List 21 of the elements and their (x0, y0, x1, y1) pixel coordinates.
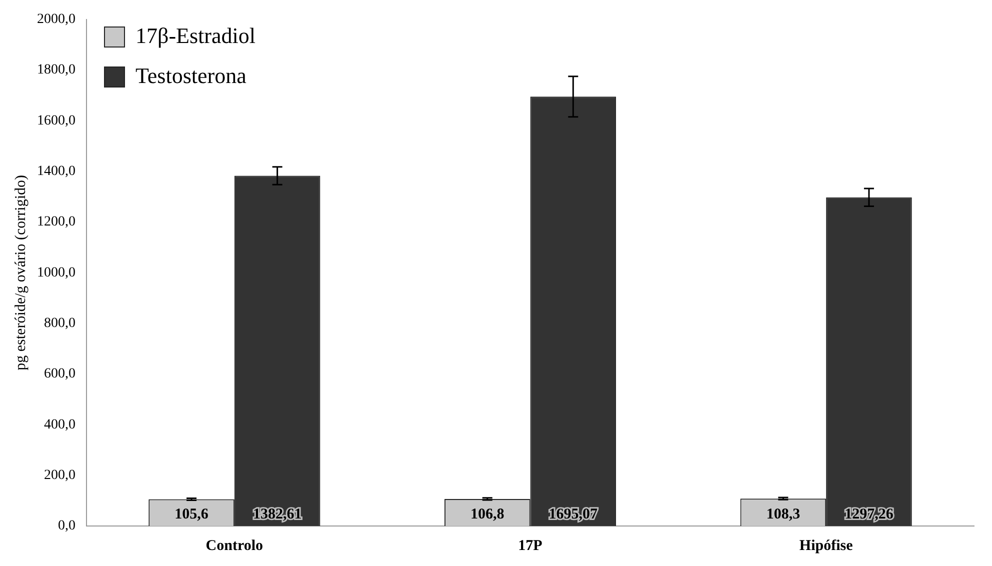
y-axis-title: pg esteróide/g ovário (corrigido) (12, 175, 29, 370)
y-tick-label: 600,0 (44, 366, 76, 382)
y-tick-label: 1600,0 (37, 113, 76, 128)
legend-label: Testosterona (136, 62, 247, 88)
legend-label: 17β-Estradiol (136, 22, 256, 48)
x-tick-label: Controlo (206, 538, 264, 554)
y-tick-label: 1400,0 (37, 164, 76, 180)
y-tick-label: 800,0 (44, 316, 76, 332)
data-label: 1382,61 (252, 506, 302, 522)
data-label: 108,3 (766, 506, 800, 522)
y-tick-label: 1800,0 (37, 62, 76, 78)
y-tick-label: 0,0 (58, 518, 76, 534)
y-tick-label: 2000,0 (37, 12, 76, 28)
y-tick-label: 200,0 (44, 468, 76, 484)
data-label: 106,8 (470, 506, 504, 522)
y-tick-label: 1200,0 (37, 214, 76, 230)
y-tick-label: 400,0 (44, 417, 76, 432)
data-label: 105,6 (174, 506, 209, 522)
x-tick-label: Hipófise (799, 538, 854, 554)
x-tick-label: 17P (518, 538, 542, 554)
y-tick-label: 1000,0 (37, 265, 76, 280)
